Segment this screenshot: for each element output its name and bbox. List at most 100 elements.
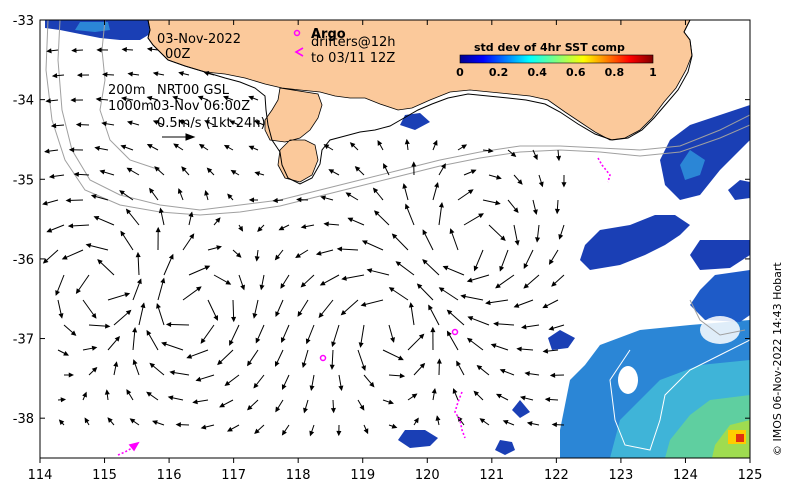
current-vector-arrow-icon [99,169,115,176]
current-vector-arrow-icon [254,120,265,126]
current-vector-arrow-icon [152,120,165,126]
current-vector-arrow-icon [50,123,65,129]
current-vector-arrow-icon [217,349,234,366]
current-vector-arrow-icon [360,299,384,307]
x-tick-label: 121 [479,468,504,483]
current-vector-arrow-icon [107,417,115,426]
current-vector-arrow-icon [231,299,237,323]
x-tick-label: 124 [673,468,698,483]
current-vector-arrow-icon [280,274,290,289]
y-tick-label: -37 [13,333,34,348]
colorbar-tick-label: 0.8 [605,66,625,79]
current-vector-arrow-icon [416,283,434,301]
current-vector-arrow-icon [57,349,70,356]
current-vector-arrow-icon [254,171,265,177]
current-vector-arrow-icon [300,224,315,230]
y-axis: -33 -34 -35 -36 -37 -38 [13,14,750,427]
credit-label: © IMOS 06-Nov-2022 14:43 Hobart [771,262,784,456]
colorbar-tick-label: 0.4 [527,66,547,79]
current-vector-arrow-icon [456,360,465,376]
current-vector-arrow-icon [51,73,65,79]
current-vector-arrow-icon [45,98,59,104]
current-vector-arrow-icon [129,418,140,426]
current-vector-arrow-icon [296,197,309,203]
current-vector-arrow-icon [274,249,284,261]
current-vector-arrow-icon [259,274,265,291]
current-vector-arrow-icon [411,161,417,176]
current-vector-arrow-icon [219,399,234,408]
current-vector-arrow-icon [408,302,415,326]
current-vector-arrow-icon [463,213,484,226]
current-vector-arrow-icon [463,169,477,176]
current-vector-arrow-icon [82,299,97,319]
y-tick-label: -35 [13,173,34,188]
current-vector-arrow-icon [513,299,534,308]
current-vector-arrow-icon [82,345,98,351]
current-vector-arrow-icon [281,424,290,436]
current-vector-arrow-icon [198,143,209,151]
current-vector-arrow-icon [257,224,265,233]
current-vector-arrow-icon [476,364,490,376]
current-vector-arrow-icon [94,145,109,151]
current-vector-arrow-icon [169,370,190,376]
current-vector-arrow-icon [535,224,541,243]
current-vector-arrow-icon [432,139,438,151]
drifter-tracks [117,157,611,456]
current-vector-arrow-icon [413,362,426,376]
current-vector-arrow-icon [328,169,340,176]
current-vector-arrow-icon [407,393,418,401]
current-vector-arrow-icon [336,246,359,252]
current-vector-arrow-icon [516,346,534,352]
current-vector-arrow-icon [383,163,390,176]
current-vector-arrow-icon [113,361,119,376]
current-vector-arrow-icon [165,321,190,328]
current-vector-arrow-icon [178,120,190,126]
current-vector-arrow-icon [372,187,384,201]
current-vector-arrow-icon [413,417,419,426]
current-vector-arrow-icon [407,333,425,351]
current-vector-arrow-icon [207,299,218,321]
current-vector-arrow-icon [149,187,159,201]
current-vector-arrow-icon [551,422,565,428]
current-vector-arrow-icon [132,326,138,351]
current-vector-arrow-icon [473,390,484,401]
current-vector-arrow-icon [422,259,440,276]
sst-stddev-field [45,20,750,458]
x-tick-label: 116 [157,468,182,483]
current-vector-arrow-icon [146,329,159,351]
current-vector-arrow-icon [152,420,165,426]
current-vector-arrow-icon [248,95,259,101]
current-vector-arrow-icon [295,249,309,258]
current-vector-arrow-icon [432,181,440,201]
current-vector-arrow-icon [301,349,309,369]
current-vector-arrow-icon [482,199,501,206]
current-vector-arrow-icon [192,399,209,405]
current-vector-arrow-icon [182,233,195,251]
y-tick-label: -38 [13,412,34,427]
current-vector-arrow-icon [82,391,87,401]
x-tick-label: 118 [286,468,311,483]
argo-legend-icon [293,29,301,37]
current-vector-arrow-icon [104,389,110,401]
current-vector-arrow-icon [48,173,65,179]
y-tick-label: -33 [13,14,34,29]
current-vector-arrow-icon [229,120,240,126]
current-vector-arrow-icon [361,240,384,251]
current-vector-arrow-icon [457,189,474,201]
current-vector-arrow-icon [524,371,540,377]
current-vector-arrow-icon [238,224,244,232]
current-vector-arrow-icon [254,249,260,262]
current-vector-arrow-icon [132,278,142,301]
current-vector-arrow-icon [495,274,515,289]
current-vector-arrow-icon [297,299,309,317]
current-vector-arrow-icon [156,302,165,326]
current-vector-arrow-icon [96,47,109,53]
current-vector-arrow-icon [95,96,109,102]
current-vector-arrow-icon [173,143,184,151]
drifter-track [454,391,466,439]
current-vector-arrow-icon [275,299,284,318]
current-vector-arrow-icon [204,190,210,201]
current-vector-arrow-icon [493,321,515,327]
current-vector-arrow-icon [224,374,240,386]
current-vector-arrow-icon [213,274,232,285]
